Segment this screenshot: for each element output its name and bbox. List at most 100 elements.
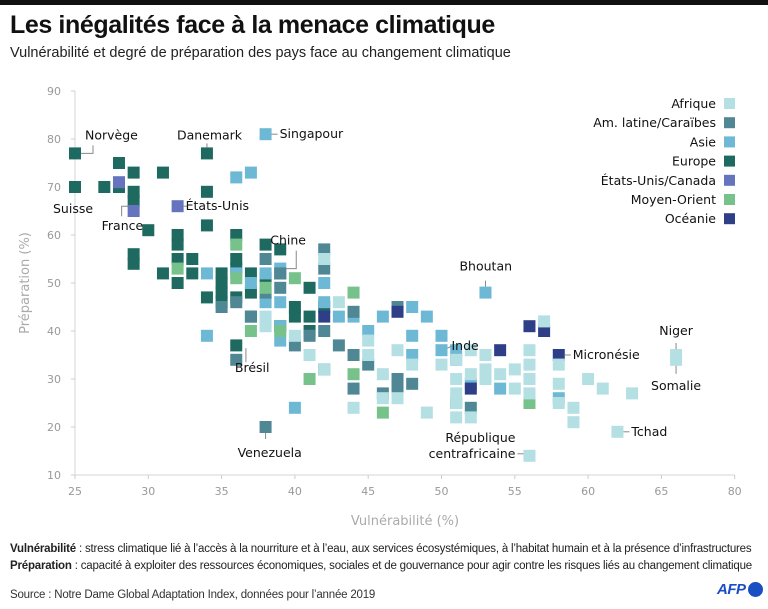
- data-point: [318, 243, 331, 256]
- annotation-label: Tchad: [630, 424, 667, 439]
- legend-label: Afrique: [671, 96, 716, 111]
- data-point: [288, 339, 301, 352]
- note-preparation: Préparation : capacité à exploiter des r…: [10, 558, 752, 575]
- data-point: [552, 397, 565, 409]
- leader-line: [447, 345, 452, 349]
- data-point: [406, 329, 419, 342]
- data-point: [347, 286, 360, 299]
- annotation-label: France: [102, 218, 144, 233]
- data-point: [215, 267, 228, 280]
- data-point: [582, 373, 595, 385]
- x-tick-label: 35: [215, 485, 229, 498]
- data-point: [259, 320, 272, 333]
- data-point: [215, 286, 228, 299]
- data-point: [567, 401, 580, 414]
- x-tick-label: 45: [361, 485, 375, 498]
- x-tick-label: 30: [141, 485, 155, 498]
- data-point: [230, 339, 243, 352]
- data-point: [406, 358, 419, 371]
- data-point: [112, 157, 125, 169]
- note-term: Préparation: [10, 560, 72, 572]
- x-tick-label: 25: [68, 485, 82, 498]
- data-point: [406, 349, 419, 361]
- annotation-label: Venezuela: [238, 445, 302, 460]
- leader-line: [121, 205, 128, 217]
- data-point: [508, 382, 521, 395]
- x-tick-label: 80: [728, 485, 742, 498]
- data-point: [494, 382, 507, 395]
- data-point: [391, 382, 404, 395]
- annotation-label: Singapour: [280, 126, 344, 141]
- axes: 10 20 30 40 50 60 70 80 90 25 30 35 40 45 50 55 60 65 80 Vu…: [18, 85, 742, 529]
- note-vulnerability: Vulnérabilité : stress climatique lié à …: [10, 541, 752, 558]
- data-point: [626, 387, 639, 400]
- data-point: [288, 329, 301, 342]
- data-point: [303, 329, 316, 342]
- scatter-chart: 10 20 30 40 50 60 70 80 90 25 30 35 40 45 50 55 60 65 80 Vu…: [18, 85, 742, 529]
- data-point: [406, 377, 419, 390]
- data-point: [435, 329, 448, 342]
- data-point: [332, 296, 345, 309]
- data-point: [244, 325, 257, 337]
- data-point: [391, 305, 404, 318]
- data-point: [171, 277, 184, 289]
- x-tick-label: 60: [581, 485, 595, 498]
- legend: Afrique Am. latine/Caraïbes Asie Europe État…: [593, 96, 735, 226]
- data-point: [230, 238, 243, 251]
- data-point: [69, 147, 81, 160]
- y-axis-title: Préparation (%): [18, 232, 33, 334]
- data-point: [259, 281, 272, 294]
- legend-swatch-icon: [724, 174, 735, 186]
- data-point: [523, 449, 536, 462]
- data-point: [450, 344, 463, 357]
- data-point: [523, 397, 536, 409]
- x-tick-label: 65: [654, 485, 668, 498]
- data-point: [494, 368, 507, 381]
- data-point: [362, 358, 375, 371]
- y-tick-label: 40: [47, 325, 61, 338]
- data-point: [215, 277, 228, 289]
- data-point: [288, 272, 301, 285]
- data-point: [376, 406, 389, 419]
- legend-swatch-icon: [724, 213, 735, 225]
- data-point: [332, 339, 345, 352]
- data-point: [200, 219, 213, 232]
- data-point: [450, 353, 463, 366]
- data-point: [230, 272, 243, 285]
- legend-label: Océanie: [665, 211, 716, 226]
- data-point: [362, 325, 375, 337]
- data-point: [215, 301, 228, 313]
- data-point: [288, 310, 301, 323]
- data-point: [127, 248, 140, 261]
- data-point: [303, 281, 316, 294]
- data-point: [127, 257, 140, 270]
- data-point: [274, 334, 287, 347]
- data-point: [611, 425, 624, 438]
- data-point: [230, 171, 243, 184]
- data-point: [288, 301, 301, 313]
- data-point: [318, 310, 331, 323]
- data-point: [318, 262, 331, 275]
- y-tick-label: 70: [47, 181, 61, 194]
- annotation-label: Niger: [659, 323, 693, 338]
- data-point: [200, 291, 213, 304]
- data-point: [406, 301, 419, 313]
- legend-swatch-icon: [724, 136, 735, 148]
- annotation-label: Bhoutan: [459, 259, 512, 274]
- data-point: [552, 377, 565, 390]
- data-point: [171, 238, 184, 251]
- annotations: Norvège Suisse France Danemark États-Unis Sin…: [53, 126, 701, 461]
- x-tick-label: 50: [435, 485, 449, 498]
- data-point: [479, 349, 492, 361]
- data-point: [523, 387, 536, 400]
- definitions: Vulnérabilité : stress climatique lié à …: [10, 541, 752, 575]
- data-point: [362, 349, 375, 361]
- data-point: [230, 253, 243, 265]
- data-point: [523, 358, 536, 371]
- data-point: [127, 195, 140, 208]
- data-point: [450, 411, 463, 424]
- data-point: [347, 349, 360, 361]
- data-point: [186, 267, 199, 280]
- data-point: [347, 368, 360, 381]
- data-point: [244, 310, 257, 323]
